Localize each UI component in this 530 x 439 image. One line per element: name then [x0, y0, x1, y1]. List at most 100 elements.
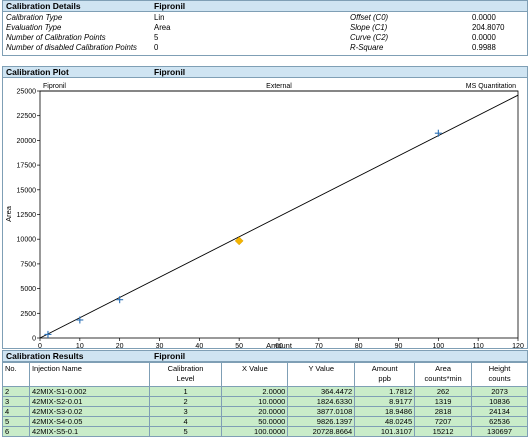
table-cell: 9826.1397	[287, 416, 356, 427]
details-value: 0.9988	[472, 43, 496, 52]
table-cell: 2073	[471, 386, 528, 397]
data-point-plus	[434, 129, 442, 137]
table-cell: 262	[414, 386, 473, 397]
table-cell: 42MIX-S4-0.05	[28, 416, 150, 427]
x-axis-label: Amount	[266, 341, 293, 349]
table-cell: 24134	[471, 406, 528, 417]
column-header: Amount ppb	[354, 362, 416, 387]
calibration-plot-frame: Fipronil External MS Quantitation 0 10 20 3…	[2, 78, 528, 349]
y-tick-label: 10000	[17, 237, 37, 244]
table-cell: 2	[2, 386, 30, 397]
x-tick-label: 110	[473, 343, 484, 349]
details-label: Slope (C1)	[350, 23, 388, 32]
calibration-points	[44, 129, 442, 338]
data-point-plus	[116, 296, 124, 304]
calibration-plot-title: Calibration Plot	[6, 67, 69, 77]
plot-header-center: External	[266, 83, 292, 90]
plot-header-left: Fipronil	[43, 83, 66, 90]
table-row: 6 42MIX-S5-0.1 5 100.0000 20728.8664 101.3107…	[2, 426, 528, 437]
table-row: 5 42MIX-S4-0.05 4 50.0000 9826.1397 48.0245 72…	[2, 416, 528, 427]
calibration-details-compound: Fipronil	[154, 1, 186, 11]
details-value: 0.0000	[472, 13, 496, 22]
x-tick-label: 0	[38, 343, 42, 349]
table-cell: 4	[2, 406, 30, 417]
table-cell: 8.9177	[354, 396, 416, 407]
plot-area	[39, 90, 519, 339]
details-value: 204.8070	[472, 23, 505, 32]
table-cell: 48.0245	[354, 416, 416, 427]
details-value: 0	[154, 43, 159, 52]
x-tick-label: 30	[156, 343, 164, 349]
table-cell: 2	[148, 396, 223, 407]
calibration-details-body: Calibration Type Lin Offset (C0) 0.0000 …	[2, 12, 528, 56]
table-cell: 130697	[471, 426, 528, 437]
x-tick-label: 50	[235, 343, 243, 349]
details-row: Evaluation Type Area Slope (C1) 204.8070	[3, 23, 529, 33]
table-cell: 4	[148, 416, 223, 427]
table-row: 3 42MIX-S2-0.01 2 10.0000 1824.6330 8.9177 131…	[2, 396, 528, 407]
y-axis: 0 2500 5000 7500 10000 12500 15000 17500 20000 22…	[17, 89, 40, 343]
x-tick-label: 90	[395, 343, 403, 349]
details-label: Offset (C0)	[350, 13, 389, 22]
x-tick-label: 10	[76, 343, 84, 349]
y-tick-label: 17500	[17, 163, 37, 170]
table-cell: 20.0000	[221, 406, 289, 417]
table-cell: 364.4472	[287, 386, 356, 397]
details-label: Calibration Type	[6, 13, 63, 22]
table-cell: 50.0000	[221, 416, 289, 427]
calibration-results-header: Calibration Results Fipronil	[2, 350, 528, 362]
table-header-row: No. Injection Name Calibration Level X Va…	[2, 362, 528, 387]
x-tick-label: 20	[116, 343, 124, 349]
calibration-plot-compound: Fipronil	[154, 67, 186, 77]
table-cell: 101.3107	[354, 426, 416, 437]
table-cell: 10836	[471, 396, 528, 407]
details-label: Evaluation Type	[6, 23, 62, 32]
column-header: Y Value	[287, 362, 356, 387]
table-cell: 1.7812	[354, 386, 416, 397]
details-value: Lin	[154, 13, 165, 22]
x-tick-label: 120	[512, 343, 524, 349]
data-point-diamond	[234, 236, 244, 246]
details-row: Calibration Type Lin Offset (C0) 0.0000	[3, 13, 529, 23]
x-tick-label: 60	[275, 343, 283, 349]
table-cell: 42MIX-S2-0.01	[28, 396, 150, 407]
table-cell: 20728.8664	[287, 426, 356, 437]
x-tick-label: 80	[355, 343, 363, 349]
y-tick-label: 12500	[17, 212, 37, 219]
table-cell: 10.0000	[221, 396, 289, 407]
table-cell: 15212	[414, 426, 473, 437]
details-label: Number of Calibration Points	[6, 33, 106, 42]
table-cell: 100.0000	[221, 426, 289, 437]
table-cell: 3	[148, 406, 223, 417]
y-tick-label: 22500	[17, 113, 37, 120]
calibration-details-header: Calibration Details Fipronil	[2, 0, 528, 12]
details-value: Area	[154, 23, 171, 32]
details-label: R-Square	[350, 43, 384, 52]
calibration-results-compound: Fipronil	[154, 351, 186, 361]
y-tick-label: 20000	[17, 138, 37, 145]
column-header: Calibration Level	[148, 362, 223, 387]
calibration-details-title: Calibration Details	[6, 1, 81, 11]
x-tick-label: 70	[315, 343, 323, 349]
table-cell: 62536	[471, 416, 528, 427]
column-header: Height counts	[471, 362, 528, 387]
y-tick-label: 15000	[17, 187, 37, 194]
table-cell: 5	[148, 426, 223, 437]
table-cell: 2818	[414, 406, 473, 417]
calibration-plot-chart: Fipronil External MS Quantitation 0 10 20 3…	[4, 83, 524, 349]
table-cell: 18.9486	[354, 406, 416, 417]
details-value: 5	[154, 33, 159, 42]
column-header: X Value	[221, 362, 289, 387]
y-tick-label: 2500	[20, 311, 36, 318]
x-tick-label: 40	[195, 343, 203, 349]
calibration-plot-header: Calibration Plot Fipronil	[2, 66, 528, 78]
details-label: Curve (C2)	[350, 33, 389, 42]
calibration-results-title: Calibration Results	[6, 351, 84, 361]
table-cell: 1824.6330	[287, 396, 356, 407]
data-point-plus	[44, 330, 52, 338]
plot-header-right: MS Quantitation	[466, 83, 516, 90]
y-tick-label: 0	[32, 336, 36, 343]
x-tick-label: 100	[432, 343, 444, 349]
table-cell: 1319	[414, 396, 473, 407]
table-cell: 7207	[414, 416, 473, 427]
